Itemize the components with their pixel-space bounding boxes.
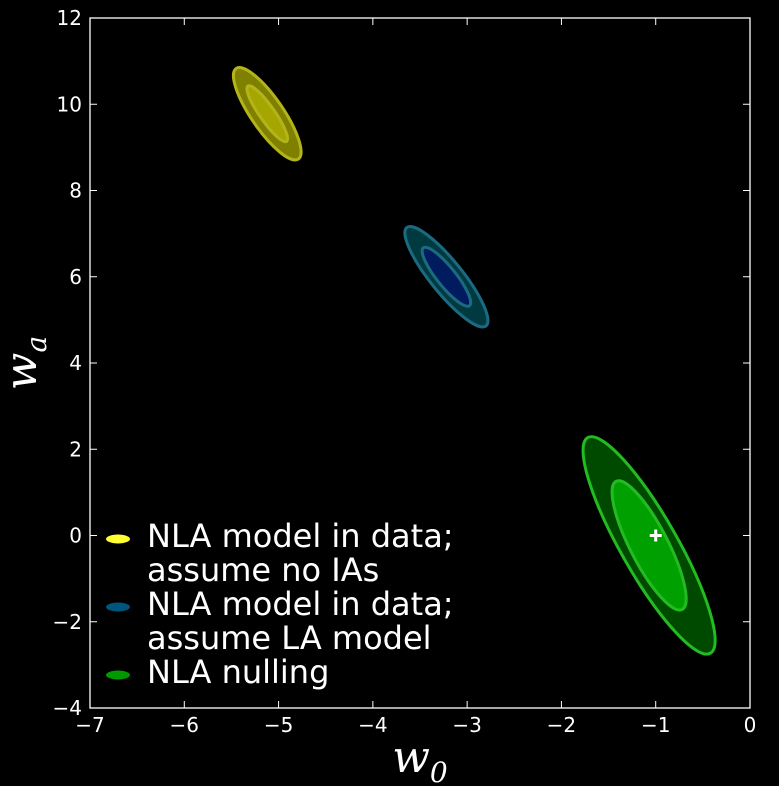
series-2-contours [581,435,717,656]
fiducial-marker [649,529,662,542]
x-axis-label-subscript: 0 [430,756,448,786]
tick-labels: −7 −6 −5 −4 −3 −2 −1 0 −4 −2 0 2 4 6 8 10 12 [53,6,757,737]
legend-label: assume no IAs [147,551,379,589]
legend-swatch [106,670,130,680]
legend-label: assume LA model [147,619,432,657]
contour-inner-series-2 [610,479,688,612]
x-tick-label: −5 [264,713,293,737]
y-axis-label-subscript: a [20,336,53,353]
plot-area [231,66,717,656]
legend-swatch [106,534,130,544]
legend-label: NLA model in data; [147,585,454,623]
y-tick-label: 2 [69,437,82,461]
x-tick-label: −3 [452,713,481,737]
y-tick-label: −2 [53,610,82,634]
legend-item-2: NLA nulling [106,653,329,691]
contour-inner-series-1 [420,245,473,308]
x-axis-label-base: w [392,732,430,783]
series-0-contours [231,66,303,162]
y-tick-label: −4 [53,696,82,720]
y-tick-label: 0 [69,524,82,548]
y-tick-label: 10 [57,92,82,116]
series-1-contours [403,225,490,329]
legend-item-0: NLA model in data; assume no IAs [106,517,454,589]
x-tick-label: 0 [744,713,757,737]
x-tick-label: −1 [641,713,670,737]
x-tick-label: −4 [358,713,387,737]
y-tick-label: 4 [69,351,82,375]
legend-item-1: NLA model in data; assume LA model [106,585,454,657]
legend-label: NLA model in data; [147,517,454,555]
y-axis-label-base: w [0,353,47,391]
legend-swatch [106,602,130,612]
y-tick-label: 8 [69,179,82,203]
y-tick-label: 12 [57,6,82,30]
y-axis-label: wa [0,336,53,390]
x-tick-label: −7 [75,713,104,737]
plot-frame [89,17,751,709]
x-tick-label: −6 [170,713,199,737]
y-tick-label: 6 [69,265,82,289]
contour-inner-series-0 [245,84,290,144]
legend-label: NLA nulling [147,653,329,691]
x-axis-label: w0 [392,732,448,786]
x-tick-label: −2 [547,713,576,737]
